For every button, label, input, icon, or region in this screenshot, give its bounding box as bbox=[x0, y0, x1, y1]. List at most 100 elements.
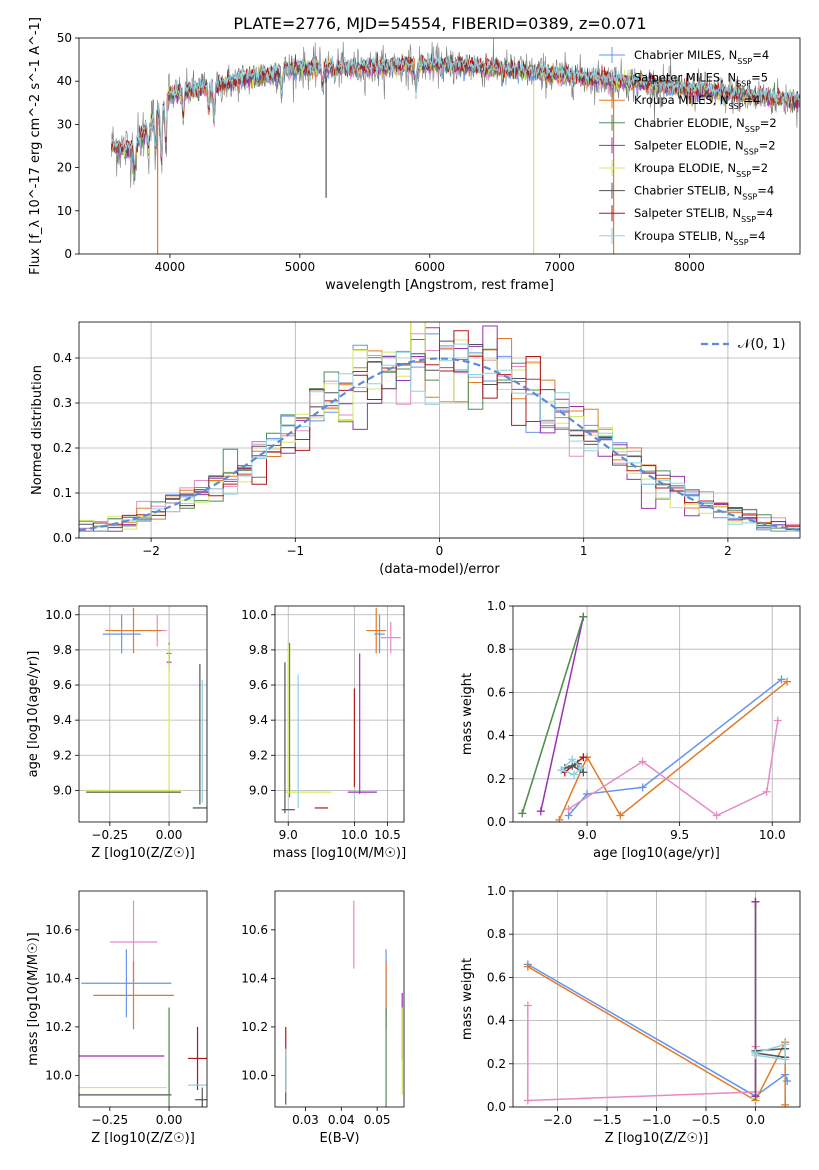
age_vs_mass-frame bbox=[274, 605, 405, 823]
y-tick-label: 0.3 bbox=[53, 396, 72, 410]
x-tick-label: 0.0 bbox=[746, 1113, 765, 1127]
x-tick-label: 9.0 bbox=[279, 828, 298, 842]
residual-histograms bbox=[79, 322, 800, 532]
weight-marker bbox=[638, 783, 647, 792]
y-tick-label: 9.6 bbox=[249, 678, 268, 692]
x-tick-label: 9.5 bbox=[670, 828, 689, 842]
x-tick-label: −1.5 bbox=[592, 1113, 621, 1127]
legend-label: Salpeter MILES, NSSP=5 bbox=[634, 71, 768, 89]
x-tick-label: 5000 bbox=[285, 260, 316, 274]
y-tick-label: 0.4 bbox=[487, 1014, 506, 1028]
x-tick-label: 0.00 bbox=[156, 828, 183, 842]
weight-marker bbox=[781, 1100, 790, 1107]
weight-marker bbox=[751, 897, 760, 906]
y-axis-label: mass weight bbox=[460, 673, 475, 755]
age_vs_Z-points bbox=[86, 607, 207, 809]
x-tick-label: −2.0 bbox=[543, 1113, 572, 1127]
age_vs_Z-axes: −0.25 0.00 9.0 9.2 9.4 9.6 9.8 10.0 Z [log10(Z/Z… bbox=[26, 606, 207, 861]
y-tick-label: 9.0 bbox=[53, 783, 72, 797]
y-tick-label: 0.2 bbox=[53, 441, 72, 455]
mass_vs_EBV-frame bbox=[274, 890, 405, 1108]
y-tick-label: 0.6 bbox=[487, 970, 506, 984]
x-tick-label: 0.00 bbox=[156, 1113, 183, 1127]
weight-line bbox=[540, 616, 585, 812]
y-tick-label: 9.6 bbox=[53, 678, 72, 692]
y-axis-label: mass weight bbox=[460, 958, 475, 1040]
x-tick-label: 10.5 bbox=[374, 828, 401, 842]
y-tick-label: 9.4 bbox=[53, 713, 72, 727]
x-tick-label: 1 bbox=[580, 544, 588, 558]
weight_vs_Z-frame bbox=[512, 890, 801, 1108]
weight-marker bbox=[783, 1077, 792, 1086]
weight-marker bbox=[523, 1001, 532, 1010]
y-tick-label: 10.6 bbox=[45, 923, 72, 937]
y-tick-label: 1.0 bbox=[487, 599, 506, 613]
mass_vs_EBV-points bbox=[285, 900, 403, 1107]
weight-marker bbox=[712, 811, 721, 820]
x-tick-label: −0.25 bbox=[91, 1113, 128, 1127]
age_vs_mass-axes: 9.0 10.0 10.5 9.0 9.2 9.4 9.6 9.8 10.0 mass [log1… bbox=[241, 606, 406, 861]
y-tick-label: 9.8 bbox=[53, 643, 72, 657]
y-axis-label: mass [log10(M/M☉)] bbox=[26, 932, 41, 1065]
weight-marker bbox=[616, 811, 625, 820]
y-tick-label: 40 bbox=[57, 74, 72, 88]
weight-marker bbox=[781, 1040, 790, 1049]
y-tick-label: 10.0 bbox=[241, 608, 268, 622]
y-tick-label: 0 bbox=[64, 247, 72, 261]
legend-label: Salpeter ELODIE, NSSP=2 bbox=[634, 138, 776, 156]
legend-label: Chabrier STELIB, NSSP=4 bbox=[634, 184, 774, 202]
x-tick-label: 8000 bbox=[674, 260, 705, 274]
residuals-axes: −2 −1 0 1 2 0.0 0.1 0.2 0.3 0.4 (data-model)/error… bbox=[30, 322, 800, 577]
x-axis-label: wavelength [Angstrom, rest frame] bbox=[325, 278, 554, 293]
y-tick-label: 0.0 bbox=[53, 531, 72, 545]
weight-line bbox=[568, 720, 779, 817]
weight-marker bbox=[523, 962, 532, 971]
y-tick-label: 0.0 bbox=[487, 815, 506, 829]
x-tick-label: −1.0 bbox=[642, 1113, 671, 1127]
spectrum-legend: Chabrier MILES, NSSP=4 Salpeter MILES, NS… bbox=[599, 47, 777, 246]
weight-marker bbox=[579, 753, 588, 762]
y-tick-label: 10.0 bbox=[45, 608, 72, 622]
weight_vs_age-axes: 9.0 9.5 10.0 0.0 0.2 0.4 0.6 0.8 1.0 age [log10(a… bbox=[460, 599, 800, 861]
x-tick-label: 2 bbox=[724, 544, 732, 558]
y-tick-label: 0.6 bbox=[487, 685, 506, 699]
x-tick-label: −0.5 bbox=[691, 1113, 720, 1127]
y-tick-label: 10 bbox=[57, 204, 72, 218]
weight-marker bbox=[523, 1096, 532, 1105]
weight-marker bbox=[762, 787, 771, 796]
y-tick-label: 9.8 bbox=[249, 643, 268, 657]
weight-line bbox=[521, 616, 585, 814]
weight-marker bbox=[781, 1055, 790, 1064]
y-tick-label: 0.1 bbox=[53, 486, 72, 500]
mass_vs_EBV-axes: 0.03 0.04 0.05 10.0 10.2 10.4 10.6 E(B-V) bbox=[241, 923, 390, 1146]
x-axis-label: Z [log10(Z/Z☉)] bbox=[91, 846, 195, 861]
x-tick-label: 6000 bbox=[414, 260, 445, 274]
legend-label: Salpeter STELIB, NSSP=4 bbox=[634, 206, 773, 224]
y-axis-label: Normed distribution bbox=[30, 365, 45, 495]
y-tick-label: 9.2 bbox=[53, 748, 72, 762]
x-axis-label: Z [log10(Z/Z☉)] bbox=[91, 1131, 195, 1146]
weight-line bbox=[527, 963, 788, 1098]
mass_vs_Z-points bbox=[79, 900, 207, 1107]
y-tick-label: 30 bbox=[57, 117, 72, 131]
weight_vs_age-frame bbox=[512, 605, 801, 823]
x-tick-label: 10.0 bbox=[341, 828, 368, 842]
y-tick-label: 9.4 bbox=[249, 713, 268, 727]
residuals-frame bbox=[78, 321, 801, 539]
mass_vs_Z-axes: −0.25 0.00 10.0 10.2 10.4 10.6 Z [log10(Z/Z☉)]… bbox=[26, 923, 195, 1146]
y-tick-label: 9.2 bbox=[249, 748, 268, 762]
legend-label: Kroupa STELIB, NSSP=4 bbox=[634, 229, 765, 247]
weight-line bbox=[755, 1043, 786, 1061]
weight_vs_age-series bbox=[518, 612, 792, 822]
y-tick-label: 10.0 bbox=[45, 1068, 72, 1082]
x-axis-label: Z [log10(Z/Z☉)] bbox=[605, 1131, 709, 1146]
x-tick-label: 10.0 bbox=[759, 828, 786, 842]
spectrum-frame bbox=[78, 37, 801, 255]
model-spectrum bbox=[111, 53, 800, 166]
weight-marker bbox=[536, 807, 545, 816]
weight-marker bbox=[751, 1092, 760, 1101]
y-tick-label: 0.4 bbox=[53, 351, 72, 365]
y-tick-label: 10.2 bbox=[45, 1020, 72, 1034]
y-tick-label: 10.0 bbox=[241, 1068, 268, 1082]
x-tick-label: 0.03 bbox=[292, 1113, 319, 1127]
